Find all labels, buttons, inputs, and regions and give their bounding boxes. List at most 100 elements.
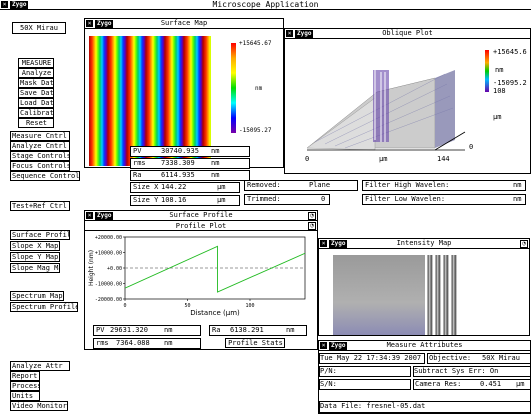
profile-stats-button[interactable]: Profile Stats (225, 338, 285, 348)
surface-map-title: Surface Map (160, 19, 208, 27)
control-focus-controls[interactable]: Focus Controls (10, 161, 70, 171)
profile-pv-value: 29631.320 (110, 326, 148, 334)
bottom-units[interactable]: Units (10, 391, 40, 401)
control-analyze-cntrl[interactable]: Analyze Cntrl (10, 141, 70, 151)
measure-attributes-window: × Zygo Measure Attributes Tue May 22 17:34… (318, 340, 531, 414)
subtract-field: Subtract Sys Err: On (413, 366, 530, 377)
close-icon[interactable]: × (86, 212, 93, 219)
filter-high-label: Filter High Wavelen: (365, 181, 450, 189)
close-icon[interactable]: × (320, 342, 327, 349)
control-sequence-controls[interactable]: Sequence Controls (10, 171, 80, 181)
objective-box[interactable]: 50X Mirau (12, 22, 66, 34)
close-icon[interactable]: × (86, 20, 93, 27)
stat-sizey-value: 108.16 (161, 196, 187, 204)
intensity-map-window: × Zygo Intensity Map ◔ (318, 238, 530, 336)
stat-sizex-field: Size X 144.22 µm (130, 182, 240, 193)
control-stage-controls[interactable]: Stage Controls (10, 151, 70, 161)
stat-rms-unit: nm (211, 159, 220, 167)
pn-field: P/N: (319, 366, 411, 377)
y-tick-label: +0.00 (107, 266, 122, 272)
oblique-cb-min: -15095.2 (493, 79, 527, 87)
camera-label: Camera Res: (415, 380, 462, 388)
removed-label: Removed: (247, 181, 281, 189)
bottom-process[interactable]: Process (10, 381, 40, 391)
oblique-y-unit: µm (493, 113, 502, 121)
bottom-analyze-attr[interactable]: Analyze Attr (10, 361, 70, 371)
zygo-logo: Zygo (295, 30, 314, 38)
menu-item-reset[interactable]: Reset (18, 118, 54, 128)
filter-high-field: Filter High Wavelen: nm (362, 180, 526, 191)
stat-rms-field: rms 7338.309 nm (130, 158, 250, 169)
app-title-bar: × Zygo Microscope Application (0, 0, 531, 10)
zygo-logo: Zygo (95, 212, 114, 220)
trimmed-label: Trimmed: (247, 195, 281, 203)
oblique-plot-graphic (306, 50, 489, 151)
objective-value: 50X Mirau (482, 354, 520, 362)
menu-item-analyze[interactable]: Analyze (18, 68, 54, 78)
filter-low-unit: nm (513, 195, 522, 203)
stat-sizex-value: 144.22 (161, 183, 187, 191)
filter-high-unit: nm (513, 181, 522, 189)
surface-profile-window: × Zygo Surface Profile ◔ Profile Plot ◔ +20… (84, 210, 318, 350)
x-tick-label: 100 (245, 303, 254, 309)
camera-unit: µm (516, 380, 525, 388)
trimmed-value: 0 (321, 195, 326, 203)
analysis-slope-y-map[interactable]: Slope Y Map (10, 252, 60, 262)
magnify-icon[interactable]: ◔ (520, 240, 528, 248)
colorbar-max-label: +15645.67 (239, 40, 272, 47)
stat-sizex-label: Size X (133, 183, 159, 191)
magnify-icon[interactable]: ◔ (308, 222, 316, 230)
spectrum-spectrum-map[interactable]: Spectrum Map (10, 291, 64, 301)
filter-low-label: Filter Low Wavelen: (365, 195, 446, 203)
menu-item-save-data[interactable]: Save Data (18, 88, 54, 98)
oblique-plot-window: × Zygo Oblique Plot +15645.6 nm -15095.2 1… (284, 28, 531, 174)
profile-ra-label: Ra (212, 326, 221, 334)
close-icon[interactable]: × (1, 1, 8, 8)
removed-field: Removed: Plane (244, 180, 358, 191)
removed-value: Plane (309, 181, 331, 189)
analysis-slope-mag-map[interactable]: Slope Mag Map (10, 263, 60, 273)
zygo-logo: Zygo (329, 342, 348, 350)
zygo-logo: Zygo (329, 240, 348, 248)
measure-attributes-title: Measure Attributes (386, 341, 463, 349)
analysis-surface-profile[interactable]: Surface Profile (10, 230, 70, 240)
y-axis-label: Height (nm) (88, 250, 95, 286)
oblique-plot-title: Oblique Plot (382, 29, 433, 37)
menu-item-calibrate[interactable]: Calibrate (18, 108, 54, 118)
stat-pv-value: 30740.935 (161, 147, 199, 155)
objective-label: Objective: (429, 354, 472, 362)
close-icon[interactable]: × (286, 30, 293, 37)
profile-rms-unit: nm (164, 339, 173, 347)
magnify-icon[interactable]: ◔ (308, 212, 316, 220)
stat-ra-value: 6114.935 (161, 171, 195, 179)
profile-rms-value: 7364.088 (116, 339, 150, 347)
intensity-map-title: Intensity Map (396, 239, 452, 247)
stat-pv-field: PV 30740.935 nm (130, 146, 250, 157)
analysis-slope-x-map[interactable]: Slope X Map (10, 241, 60, 251)
x-tick-label: 50 (184, 303, 190, 309)
stat-sizey-unit: µm (217, 196, 226, 204)
stat-pv-unit: nm (211, 147, 220, 155)
oblique-x-144: 144 (437, 155, 450, 163)
surface-map-colorbar (231, 43, 236, 133)
x-tick-label: 0 (123, 303, 126, 309)
date-field: Tue May 22 17:34:39 2007 (319, 353, 425, 364)
oblique-cb-unit: nm (495, 66, 504, 74)
surface-map-image (89, 36, 211, 166)
camera-res-field: Camera Res: 0.451 µm (413, 379, 530, 390)
test-ref-button[interactable]: Test+Ref Ctrl (10, 201, 70, 211)
menu-item-load-data[interactable]: Load Data (18, 98, 54, 108)
x-axis-label: Distance (µm) (190, 309, 240, 317)
measure-header: MEASURE (18, 58, 54, 68)
close-icon[interactable]: × (320, 240, 327, 247)
bottom-video-monitor[interactable]: Video Monitor (10, 401, 68, 411)
profile-rms-field: rms 7364.088 nm (93, 338, 201, 349)
profile-pv-field: PV 29631.320 nm (93, 325, 201, 336)
bottom-report[interactable]: Report (10, 371, 40, 381)
profile-ra-unit: nm (286, 326, 295, 334)
spectrum-spectrum-profile[interactable]: Spectrum Profile (10, 302, 78, 312)
trimmed-field: Trimmed: 0 (244, 194, 330, 205)
control-measure-cntrl[interactable]: Measure Cntrl (10, 131, 70, 141)
y-tick-label: -20000.00 (95, 297, 122, 303)
menu-item-mask-data[interactable]: Mask Data (18, 78, 54, 88)
